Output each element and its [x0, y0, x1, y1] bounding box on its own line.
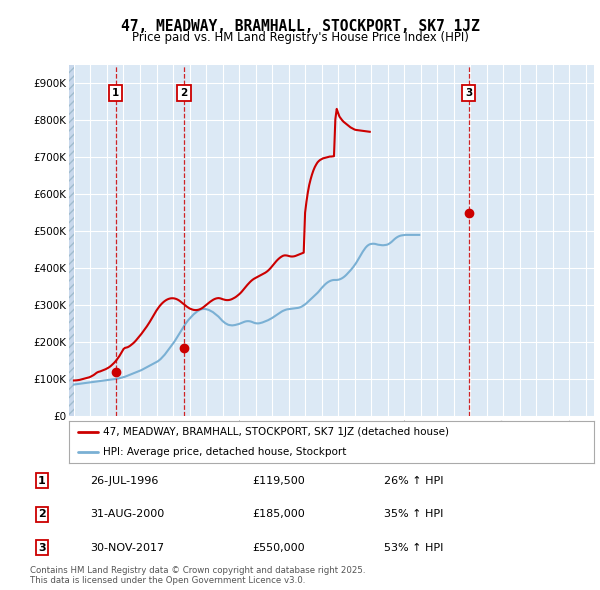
Text: £119,500: £119,500: [252, 476, 305, 486]
Text: 3: 3: [465, 87, 472, 97]
Text: 1: 1: [38, 476, 46, 486]
Text: 47, MEADWAY, BRAMHALL, STOCKPORT, SK7 1JZ (detached house): 47, MEADWAY, BRAMHALL, STOCKPORT, SK7 1J…: [103, 427, 449, 437]
Text: 2: 2: [181, 87, 188, 97]
Text: 30-NOV-2017: 30-NOV-2017: [90, 543, 164, 552]
Text: £185,000: £185,000: [252, 510, 305, 519]
Text: 26-JUL-1996: 26-JUL-1996: [90, 476, 158, 486]
Text: 53% ↑ HPI: 53% ↑ HPI: [384, 543, 443, 552]
Text: £550,000: £550,000: [252, 543, 305, 552]
Text: Contains HM Land Registry data © Crown copyright and database right 2025.
This d: Contains HM Land Registry data © Crown c…: [30, 566, 365, 585]
Text: Price paid vs. HM Land Registry's House Price Index (HPI): Price paid vs. HM Land Registry's House …: [131, 31, 469, 44]
Text: 26% ↑ HPI: 26% ↑ HPI: [384, 476, 443, 486]
Text: 47, MEADWAY, BRAMHALL, STOCKPORT, SK7 1JZ: 47, MEADWAY, BRAMHALL, STOCKPORT, SK7 1J…: [121, 19, 479, 34]
Text: 35% ↑ HPI: 35% ↑ HPI: [384, 510, 443, 519]
Text: 3: 3: [38, 543, 46, 552]
Bar: [69, 65, 74, 416]
Text: 2: 2: [38, 510, 46, 519]
Text: HPI: Average price, detached house, Stockport: HPI: Average price, detached house, Stoc…: [103, 447, 347, 457]
Text: 1: 1: [112, 87, 119, 97]
Text: 31-AUG-2000: 31-AUG-2000: [90, 510, 164, 519]
